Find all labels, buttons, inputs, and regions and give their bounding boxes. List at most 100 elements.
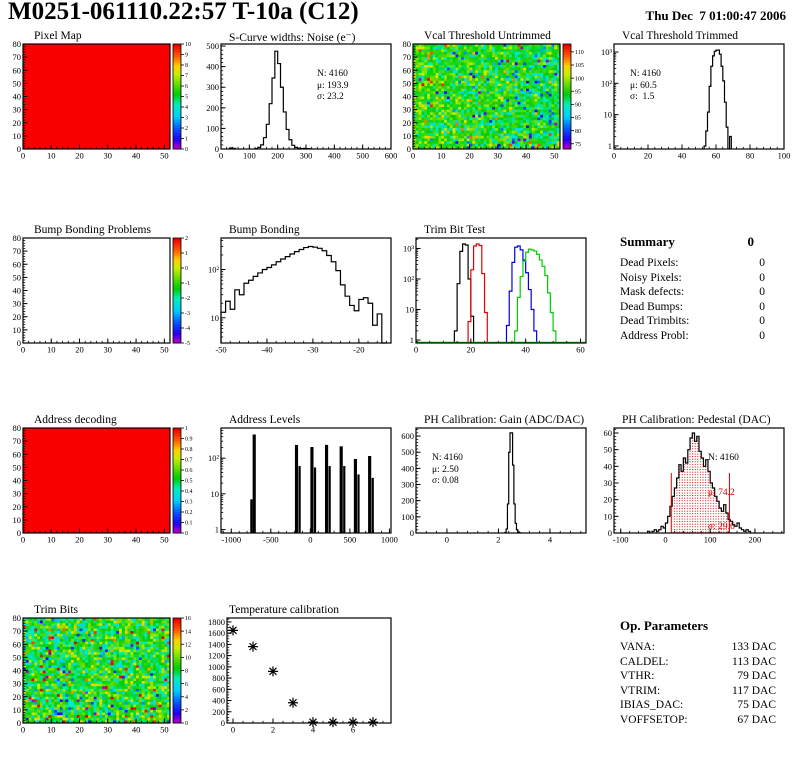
svg-text:70: 70 xyxy=(403,52,412,62)
svg-text:10: 10 xyxy=(437,151,446,161)
svg-text:80: 80 xyxy=(13,423,22,433)
svg-text:1: 1 xyxy=(185,137,188,143)
address-decoding-plot: 0 10 20 30 40 50 0 10 20 30 40 50 60 70 80 0 0.1 0.2 0.3 0.… xyxy=(13,423,193,545)
svg-text:20: 20 xyxy=(13,118,22,128)
svg-text:50: 50 xyxy=(403,78,412,88)
svg-text:60: 60 xyxy=(13,259,22,269)
svg-text:5: 5 xyxy=(185,95,188,101)
svg-text:0: 0 xyxy=(219,151,223,161)
panel-bump-bonding-problems: Bump Bonding Problems 0 10 20 30 40 50 0 10 20 30… xyxy=(10,224,205,374)
svg-text:300: 300 xyxy=(300,151,313,161)
svg-text:40: 40 xyxy=(521,345,530,355)
op-parameters-block: Op. Parameters VANA: 133 DAC CALDEL: 113 D… xyxy=(598,618,793,728)
svg-text:200: 200 xyxy=(206,103,219,113)
panel-vcal-trimmed: Vcal Threshold Trimmed 0 20 40 60 80 100 1 10 10… xyxy=(598,30,793,180)
svg-text:0: 0 xyxy=(663,535,667,545)
svg-text:200: 200 xyxy=(749,535,762,545)
svg-text:110: 110 xyxy=(575,50,584,56)
svg-text:70: 70 xyxy=(13,246,22,256)
svg-text:40: 40 xyxy=(604,461,613,471)
svg-text:8: 8 xyxy=(185,63,188,69)
svg-text:0.9: 0.9 xyxy=(185,437,193,443)
op-param-row: CALDEL: 113 DAC xyxy=(620,655,776,668)
plot-title: PH Calibration: Pedestal (DAC) xyxy=(622,414,771,426)
svg-text:1: 1 xyxy=(410,335,414,345)
svg-text:30: 30 xyxy=(13,489,22,499)
svg-text:0: 0 xyxy=(308,535,312,545)
vcal-untrimmed-plot: 0 10 20 30 40 50 0 10 20 30 40 50 60 70 80 75 80 85 90 95 10… xyxy=(403,39,585,161)
svg-text:95: 95 xyxy=(575,89,581,95)
svg-text:100: 100 xyxy=(575,76,584,82)
ph-gain-plot: 0 2 4 0 100 200 300 400 500 600 xyxy=(401,427,587,545)
svg-text:0: 0 xyxy=(608,528,612,538)
svg-text:1000: 1000 xyxy=(381,535,398,545)
panel-scurve-noise: S-Curve widths: Noise (e⁻) 0 100 200 300 400… xyxy=(205,30,400,180)
svg-text:0: 0 xyxy=(21,151,25,161)
panel-trim-bits: Trim Bits 0 10 20 30 40 50 0 10 20 30 40 50 60 70 80 0 2… xyxy=(10,604,205,754)
svg-text:10: 10 xyxy=(185,42,191,48)
svg-text:10²: 10² xyxy=(208,265,220,275)
svg-text:0.1: 0.1 xyxy=(185,521,193,527)
svg-text:20: 20 xyxy=(75,345,84,355)
svg-text:0: 0 xyxy=(185,531,188,537)
svg-text:500: 500 xyxy=(206,41,219,51)
summary-row: Dead Pixels: 0 xyxy=(620,257,765,269)
plot-title: Pixel Map xyxy=(34,30,82,42)
svg-text:100: 100 xyxy=(206,123,219,133)
svg-text:10: 10 xyxy=(13,515,22,525)
trim-bits-plot: 0 10 20 30 40 5001020304050607080024681012141… xyxy=(13,613,192,735)
pixel-map-plot: 0 10 20 30 40 50 0 10 20 30 40 50 60 70 80 0 1 2 3 4 5 6 7 8 9 10 xyxy=(13,39,192,161)
svg-text:-1000: -1000 xyxy=(221,535,241,545)
svg-text:50: 50 xyxy=(550,151,559,161)
svg-text:200: 200 xyxy=(271,151,284,161)
svg-text:40: 40 xyxy=(132,151,141,161)
svg-text:50: 50 xyxy=(160,345,169,355)
svg-text:10²: 10² xyxy=(208,453,220,463)
svg-text:20: 20 xyxy=(403,118,412,128)
stats-box: N: 4160 μ: 74.2 σ: 29.6 xyxy=(708,453,739,532)
svg-text:20: 20 xyxy=(13,502,22,512)
svg-text:0: 0 xyxy=(410,528,414,538)
op-param-row: VTHR: 79 DAC xyxy=(620,670,776,683)
svg-text:60: 60 xyxy=(712,151,721,161)
plot-title: Vcal Threshold Untrimmed xyxy=(424,30,551,42)
svg-text:85: 85 xyxy=(575,116,581,122)
svg-text:80: 80 xyxy=(13,233,22,243)
svg-text:60: 60 xyxy=(13,65,22,75)
svg-text:50: 50 xyxy=(160,151,169,161)
svg-text:0.4: 0.4 xyxy=(185,489,193,495)
svg-text:105: 105 xyxy=(575,63,584,69)
plot-title: Bump Bonding Problems xyxy=(34,224,151,236)
svg-text:90: 90 xyxy=(575,103,581,109)
stats-box: N: 4160 μ: 193.9 σ: 23.2 xyxy=(317,69,349,102)
svg-text:0: 0 xyxy=(411,151,415,161)
svg-text:-50: -50 xyxy=(215,345,226,355)
plot-title: Address decoding xyxy=(34,414,117,426)
svg-text:20: 20 xyxy=(604,495,613,505)
svg-text:50: 50 xyxy=(13,272,22,282)
plot-title: Bump Bonding xyxy=(229,224,300,236)
svg-text:0.7: 0.7 xyxy=(185,458,193,464)
svg-text:0: 0 xyxy=(21,535,25,545)
svg-text:400: 400 xyxy=(328,151,341,161)
panel-vcal-untrimmed: Vcal Threshold Untrimmed 0 10 20 30 40 50 0 10 2… xyxy=(400,30,595,180)
svg-text:0: 0 xyxy=(215,144,219,154)
svg-text:20: 20 xyxy=(75,151,84,161)
svg-text:1: 1 xyxy=(185,251,188,257)
svg-text:10³: 10³ xyxy=(403,243,415,253)
summary-row: Mask defects: 0 xyxy=(620,286,765,299)
svg-text:20: 20 xyxy=(465,151,474,161)
panel-temperature-calibration: Temperature calibration 0 2 4 6 0 200 400 600 80… xyxy=(205,604,400,754)
svg-text:-100: -100 xyxy=(613,535,629,545)
trim-bit-test-plot: 0 20 40 60 1 10 10² 10³ xyxy=(403,237,587,355)
svg-text:30: 30 xyxy=(104,535,113,545)
svg-text:80: 80 xyxy=(403,39,412,49)
svg-text:10²: 10² xyxy=(601,78,613,88)
svg-text:60: 60 xyxy=(604,428,613,438)
plot-title: Trim Bits xyxy=(34,604,79,616)
svg-text:400: 400 xyxy=(206,62,219,72)
svg-text:0: 0 xyxy=(17,528,21,538)
svg-text:600: 600 xyxy=(385,151,398,161)
scurve-noise-plot: 0 100 200 300 400 500 600 0 100 200 300 400 500 xyxy=(206,41,398,161)
svg-text:0: 0 xyxy=(185,266,188,272)
